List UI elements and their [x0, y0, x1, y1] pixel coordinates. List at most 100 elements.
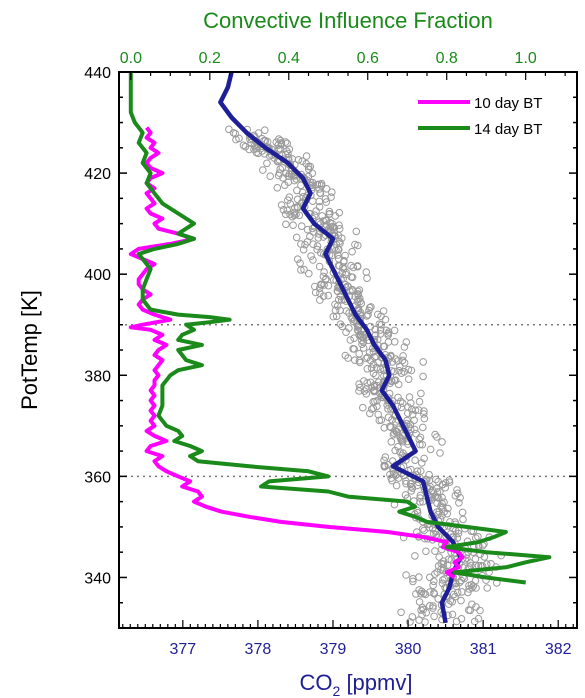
series-line-co2-profile — [218, 71, 463, 624]
scatter-point — [413, 506, 422, 515]
scatter-point — [385, 328, 393, 336]
scatter-point — [315, 230, 323, 238]
scatter-point — [381, 315, 390, 324]
scatter-point — [247, 138, 255, 147]
scatter-point — [431, 526, 439, 535]
scatter-point — [419, 423, 427, 432]
scatter-point — [457, 615, 466, 623]
scatter-point — [421, 590, 430, 599]
scatter-point — [422, 547, 430, 556]
scatter-point — [364, 311, 372, 319]
scatter-point — [355, 349, 364, 358]
scatter-point — [296, 259, 304, 268]
scatter-point — [437, 559, 446, 568]
scatter-point — [438, 438, 446, 446]
axis-tick-labels: 340 360 380 400 420 440 377 378 379 380 381 382 0.0 0… — [84, 50, 571, 658]
scatter-point — [458, 508, 467, 517]
series-lines — [128, 71, 552, 624]
scatter-point — [321, 195, 330, 203]
scatter-point — [347, 313, 356, 322]
top-tick-label: 0.0 — [120, 50, 142, 67]
scatter-point — [307, 252, 315, 260]
scatter-point — [415, 397, 424, 406]
scatter-point — [338, 269, 347, 277]
scatter-point — [418, 440, 427, 449]
scatter-point — [431, 547, 439, 555]
scatter-point — [294, 156, 303, 164]
scatter-point — [319, 292, 328, 301]
scatter-point — [334, 254, 343, 263]
scatter-point — [399, 352, 407, 360]
scatter-point — [417, 467, 425, 475]
scatter-point — [321, 275, 330, 284]
scatter-point — [402, 571, 410, 579]
scatter-point — [397, 403, 406, 412]
scatter-point — [417, 590, 425, 598]
scatter-point — [369, 386, 378, 395]
scatter-point — [416, 491, 425, 500]
scatter-point — [325, 210, 334, 218]
scatter-point — [348, 285, 357, 294]
scatter-point — [374, 310, 382, 319]
scatter-point — [405, 393, 414, 401]
scatter-point — [397, 608, 405, 617]
scatter-point — [474, 532, 482, 541]
scatter-point — [418, 459, 426, 467]
scatter-point — [308, 224, 317, 233]
scatter-point — [316, 189, 325, 197]
scatter-point — [402, 338, 411, 346]
scatter-point — [375, 320, 384, 329]
scatter-point — [328, 251, 337, 260]
scatter-point — [445, 478, 454, 487]
scatter-point — [439, 576, 447, 584]
scatter-point — [433, 568, 442, 576]
scatter-point — [384, 405, 392, 413]
scatter-point — [282, 220, 290, 229]
scatter-point — [391, 446, 400, 455]
scatter-point — [429, 602, 437, 610]
series-line-14-day-bt — [128, 72, 552, 585]
scatter-point — [291, 203, 299, 212]
scatter-point — [315, 262, 324, 271]
scatter-point — [431, 570, 439, 578]
scatter-point — [394, 380, 403, 389]
scatter-point — [350, 334, 358, 343]
scatter-point — [433, 433, 441, 441]
scatter-point — [343, 282, 352, 291]
scatter-point — [419, 372, 427, 381]
scatter-point — [319, 217, 328, 225]
scatter-point — [336, 320, 345, 329]
scatter-point — [231, 129, 240, 138]
scatter-point — [441, 483, 450, 492]
scatter-point — [390, 367, 398, 376]
bottom-tick-label: 382 — [545, 641, 572, 658]
scatter-point — [455, 499, 463, 507]
scatter-point — [356, 358, 364, 367]
scatter-point — [392, 481, 401, 490]
bottom-axis-title-main: CO — [300, 670, 333, 695]
scatter-point — [285, 145, 294, 154]
scatter-point — [295, 211, 304, 220]
scatter-point — [349, 263, 358, 272]
scatter-point — [457, 576, 466, 585]
scatter-point — [326, 218, 334, 227]
scatter-point — [429, 581, 437, 590]
scatter-point — [471, 555, 480, 563]
y-tick-label: 340 — [84, 570, 111, 587]
scatter-point — [469, 582, 478, 591]
scatter-point — [451, 592, 459, 601]
scatter-point — [327, 193, 335, 201]
scatter-point — [317, 281, 326, 289]
scatter-point — [411, 552, 419, 560]
scatter-point — [355, 380, 363, 388]
scatter-point — [390, 338, 399, 346]
scatter-point — [299, 245, 308, 254]
scatter-point — [406, 425, 415, 434]
scatter-point — [458, 588, 466, 596]
scatter-point — [438, 503, 447, 512]
scatter-point — [276, 145, 285, 153]
scatter-point — [300, 265, 308, 274]
scatter-point — [397, 369, 406, 378]
scatter-point — [313, 242, 322, 250]
scatter-point — [359, 403, 367, 412]
